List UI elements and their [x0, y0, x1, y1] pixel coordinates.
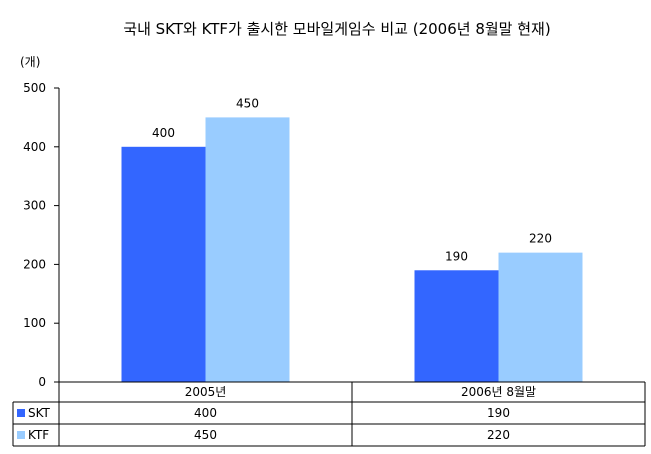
y-tick-label: 300: [23, 199, 46, 213]
bar-skt: [414, 270, 499, 382]
data-table: 2005년 2006년 8월말 SKT 400 190 KTF 450 220: [12, 381, 646, 447]
y-tick-label: 100: [23, 316, 46, 330]
data-label: 220: [529, 232, 552, 246]
table-cell-value: 400: [194, 406, 217, 420]
y-axis-unit-label: (개): [20, 55, 40, 69]
bar-ktf: [498, 252, 583, 382]
y-axis: 0 100 200 300 400 500: [23, 81, 60, 389]
table-cell-value: 450: [194, 428, 217, 442]
legend-label-skt: SKT: [28, 406, 51, 420]
y-tick-label: 500: [23, 81, 46, 95]
category-label: 2006년 8월말: [461, 385, 536, 399]
table-cell-value: 190: [487, 406, 510, 420]
chart-title: 국내 SKT와 KTF가 출시한 모바일게임수 비교 (2006년 8월말 현재…: [123, 20, 550, 38]
y-tick-label: 400: [23, 140, 46, 154]
data-label: 450: [236, 96, 259, 110]
legend-label-ktf: KTF: [28, 428, 49, 442]
table-cell-value: 220: [487, 428, 510, 442]
bar-skt: [121, 146, 206, 382]
data-label-group: 400 450 190 220: [152, 96, 552, 263]
legend-swatch-skt: [17, 409, 25, 417]
category-label: 2005년: [185, 385, 227, 399]
y-tick-label: 200: [23, 257, 46, 271]
bar-ktf: [205, 117, 290, 383]
y-tick-label: 0: [38, 375, 46, 389]
data-label: 190: [445, 249, 468, 263]
data-label: 400: [152, 126, 175, 140]
legend-swatch-ktf: [17, 431, 25, 439]
bar-series-group: [121, 117, 583, 383]
